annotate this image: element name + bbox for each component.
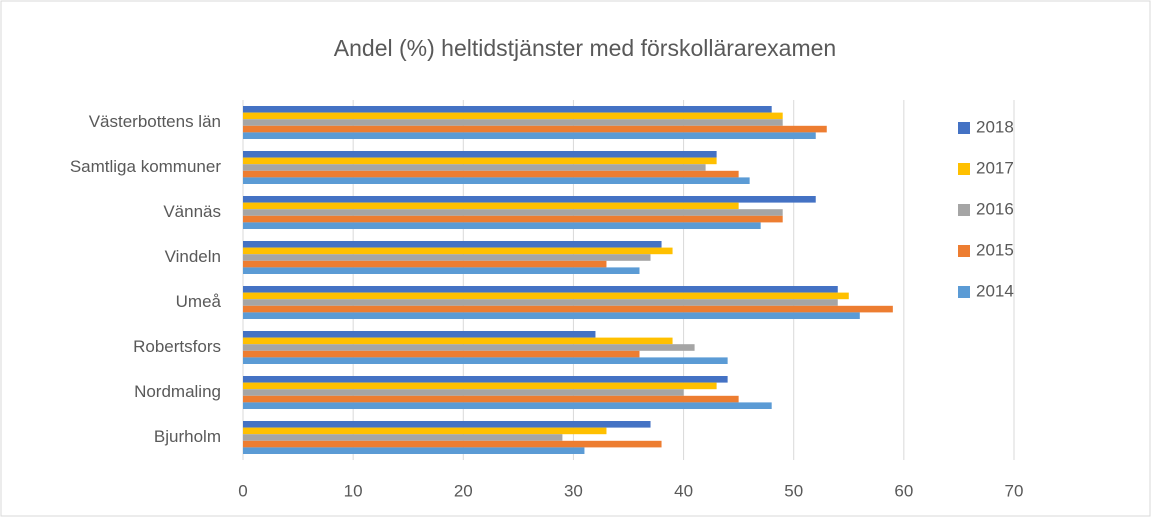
- bar: [243, 241, 662, 248]
- bar: [243, 337, 673, 345]
- x-tick-label: 40: [674, 481, 693, 500]
- legend-swatch: [958, 122, 970, 134]
- bar: [243, 119, 783, 126]
- y-tick-label: Vännäs: [163, 202, 221, 221]
- legend-label: 2018: [976, 117, 1014, 136]
- bar: [243, 254, 651, 261]
- bar: [243, 395, 739, 403]
- legend-swatch: [958, 245, 970, 257]
- bar: [243, 299, 838, 306]
- bar: [243, 157, 717, 165]
- bar: [243, 312, 860, 319]
- chart-title: Andel (%) heltidstjänster med förskollär…: [334, 35, 836, 61]
- x-tick-label: 60: [894, 481, 913, 500]
- legend-label: 2017: [976, 158, 1014, 177]
- bar: [243, 421, 651, 428]
- bar: [243, 170, 739, 178]
- legend-swatch: [958, 163, 970, 175]
- bar: [243, 331, 596, 338]
- bar: [243, 215, 783, 223]
- x-tick-label: 50: [784, 481, 803, 500]
- bar: [243, 247, 673, 255]
- bar: [243, 222, 761, 229]
- y-tick-label: Nordmaling: [134, 382, 221, 401]
- bar: [243, 267, 640, 274]
- x-tick-label: 10: [344, 481, 363, 500]
- bar: [243, 106, 772, 113]
- bar: [243, 125, 827, 133]
- bar: [243, 202, 739, 210]
- y-tick-label: Bjurholm: [154, 427, 221, 446]
- bar: [243, 292, 849, 300]
- bar: [243, 376, 728, 383]
- legend-swatch: [958, 204, 970, 216]
- bar: [243, 344, 695, 351]
- bar: [243, 305, 893, 313]
- bar: [243, 177, 750, 184]
- bar: [243, 132, 816, 139]
- bar: [243, 151, 717, 158]
- bar: [243, 440, 662, 448]
- bar: [243, 447, 585, 454]
- y-tick-label: Umeå: [176, 292, 222, 311]
- bar: [243, 434, 563, 441]
- bar: [243, 112, 783, 120]
- y-tick-label: Robertsfors: [133, 337, 221, 356]
- legend-label: 2016: [976, 199, 1014, 218]
- x-tick-label: 20: [454, 481, 473, 500]
- bar: [243, 402, 772, 409]
- y-tick-label: Vindeln: [165, 247, 221, 266]
- bar: [243, 382, 717, 390]
- y-tick-label: Västerbottens län: [89, 112, 221, 131]
- x-tick-label: 70: [1005, 481, 1024, 500]
- bar: [243, 164, 706, 171]
- x-tick-label: 30: [564, 481, 583, 500]
- x-tick-label: 0: [238, 481, 247, 500]
- bar: [243, 260, 607, 268]
- y-tick-label: Samtliga kommuner: [70, 157, 222, 176]
- bar: [243, 427, 607, 435]
- legend-label: 2015: [976, 240, 1014, 259]
- legend-label: 2014: [976, 281, 1014, 300]
- bar: [243, 196, 816, 203]
- legend-swatch: [958, 286, 970, 298]
- bar: [243, 389, 684, 396]
- bar: [243, 286, 838, 293]
- bar: [243, 209, 783, 216]
- bar: [243, 357, 728, 364]
- bar: [243, 350, 640, 358]
